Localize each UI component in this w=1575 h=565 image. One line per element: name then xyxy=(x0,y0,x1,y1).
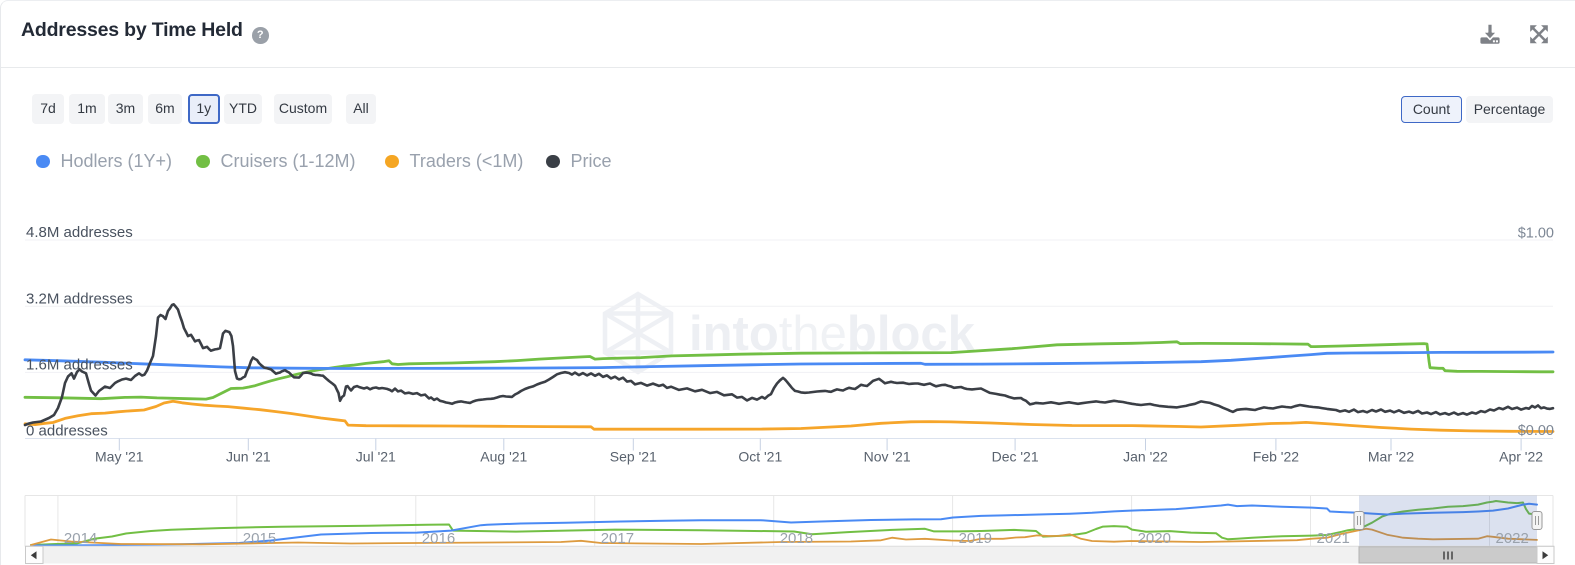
svg-text:2020: 2020 xyxy=(1138,530,1171,547)
svg-text:2019: 2019 xyxy=(959,530,992,547)
svg-text:Dec '21: Dec '21 xyxy=(992,449,1039,465)
svg-text:Nov '21: Nov '21 xyxy=(864,449,911,465)
svg-text:$0.00: $0.00 xyxy=(1518,423,1554,439)
svg-text:Jul '21: Jul '21 xyxy=(356,449,396,465)
svg-text:Jun '21: Jun '21 xyxy=(226,449,271,465)
svg-text:Jan '22: Jan '22 xyxy=(1123,449,1168,465)
svg-text:Apr '22: Apr '22 xyxy=(1499,449,1543,465)
svg-text:Mar '22: Mar '22 xyxy=(1368,449,1414,465)
svg-text:$1.00: $1.00 xyxy=(1518,225,1554,241)
svg-text:Feb '22: Feb '22 xyxy=(1253,449,1299,465)
svg-text:1.6M addresses: 1.6M addresses xyxy=(26,356,133,373)
svg-text:May '21: May '21 xyxy=(95,449,144,465)
svg-text:2021: 2021 xyxy=(1317,530,1350,547)
svg-text:Aug '21: Aug '21 xyxy=(480,449,527,465)
svg-text:2018: 2018 xyxy=(780,530,813,547)
svg-text:2022: 2022 xyxy=(1496,530,1529,547)
svg-text:4.8M addresses: 4.8M addresses xyxy=(26,224,133,241)
svg-text:3.2M addresses: 3.2M addresses xyxy=(26,290,133,307)
svg-text:Sep '21: Sep '21 xyxy=(610,449,657,465)
svg-text:2017: 2017 xyxy=(601,530,634,547)
svg-text:2016: 2016 xyxy=(422,530,455,547)
svg-text:2015: 2015 xyxy=(243,530,276,547)
svg-text:0 addresses: 0 addresses xyxy=(26,423,108,440)
svg-text:Oct '21: Oct '21 xyxy=(738,449,782,465)
svg-text:2014: 2014 xyxy=(64,530,97,547)
